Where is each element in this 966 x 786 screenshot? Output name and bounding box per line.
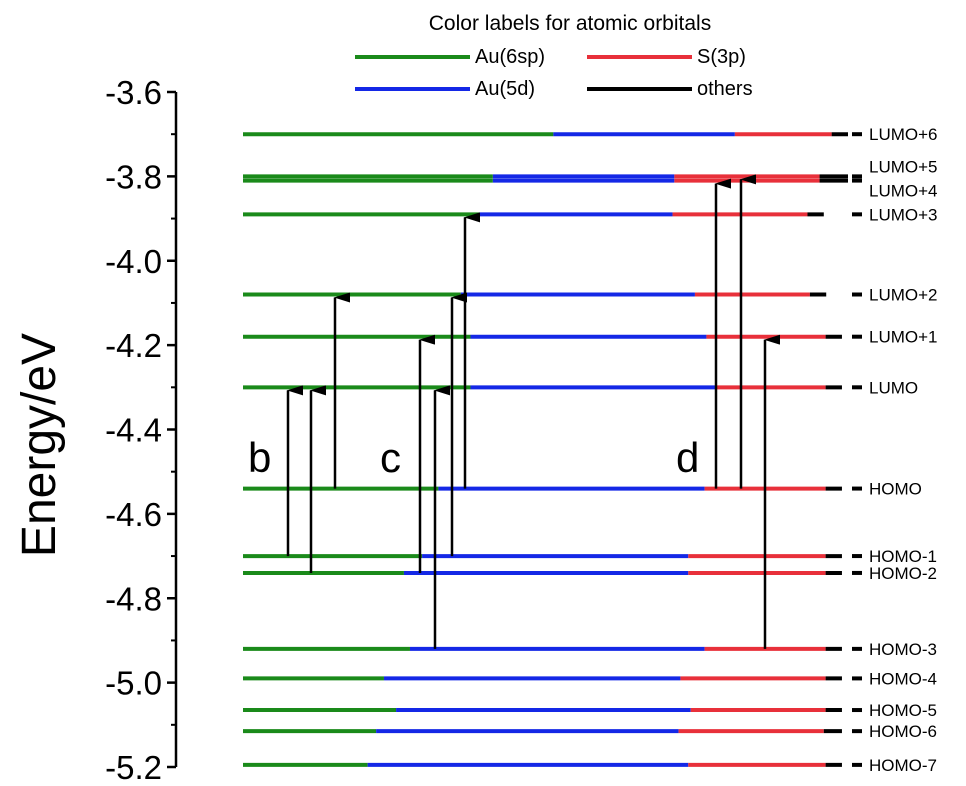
level-label: HOMO-7 (869, 756, 937, 775)
energy-level: LUMO+3 (243, 205, 938, 224)
energy-level: LUMO (243, 378, 918, 397)
energy-level: HOMO-2 (243, 564, 937, 583)
legend-label-3: others (697, 78, 753, 100)
y-tick-label: -4.6 (105, 496, 162, 533)
level-label: HOMO-2 (869, 564, 937, 583)
energy-levels: LUMO+6 LUMO+5 LUMO+4 LUMO+3 LUMO+2 LUMO+1 LUMO… (243, 125, 938, 775)
transition-group-label: d (676, 434, 699, 481)
energy-level: LUMO+2 (243, 286, 938, 305)
energy-level: HOMO-1 (243, 547, 937, 566)
y-tick-label: -4.8 (105, 580, 162, 617)
level-label: LUMO+3 (869, 205, 938, 224)
level-label: LUMO (869, 378, 918, 397)
transition-group-label: b (248, 434, 271, 481)
energy-level: HOMO-5 (243, 701, 937, 720)
y-tick-label: -3.6 (105, 74, 162, 111)
energy-level: LUMO+1 (243, 328, 938, 347)
level-label: LUMO+5 (869, 157, 938, 176)
level-label: LUMO+1 (869, 328, 938, 347)
level-label: HOMO-6 (869, 722, 937, 741)
energy-level: HOMO (243, 480, 922, 499)
energy-level: LUMO+4 (243, 178, 938, 201)
transition-arrows (286, 174, 780, 649)
energy-level: LUMO+5 (243, 157, 938, 179)
y-tick-label: -5.2 (105, 749, 162, 781)
legend-title: Color labels for atomic orbitals (429, 12, 711, 35)
y-axis-label: Energy/eV (13, 333, 66, 557)
energy-level: HOMO-6 (243, 722, 937, 741)
level-label: LUMO+4 (869, 182, 938, 201)
legend-label-2: Au(5d) (475, 78, 535, 100)
y-tick-label: -4.4 (105, 412, 162, 449)
level-label: HOMO-4 (869, 669, 937, 688)
y-axis: -3.6 -3.8 -4.0 -4.2 -4.4 -4.6 -4.8 -5.0 -5.2 (105, 74, 178, 786)
level-label: HOMO-1 (869, 547, 937, 566)
level-label: LUMO+2 (869, 286, 938, 305)
energy-level: HOMO-7 (243, 756, 937, 775)
y-tick-label: -4.2 (105, 327, 162, 364)
level-label: LUMO+6 (869, 125, 938, 144)
energy-level: LUMO+6 (243, 125, 938, 144)
transition-group-label: c (380, 434, 401, 481)
legend-label-1: S(3p) (697, 46, 746, 68)
y-tick-label: -3.8 (105, 158, 162, 195)
y-tick-label: -4.0 (105, 243, 162, 280)
y-tick-label: -5.0 (105, 665, 162, 702)
legend: Color labels for atomic orbitals Au(6sp)… (355, 12, 753, 100)
energy-level: HOMO-3 (243, 640, 937, 659)
energy-level: HOMO-4 (243, 669, 937, 688)
transition-group-labels: b c d (248, 434, 699, 481)
level-label: HOMO-3 (869, 640, 937, 659)
level-label: HOMO-5 (869, 701, 937, 720)
level-label: HOMO (869, 480, 922, 499)
legend-label-0: Au(6sp) (475, 46, 545, 68)
